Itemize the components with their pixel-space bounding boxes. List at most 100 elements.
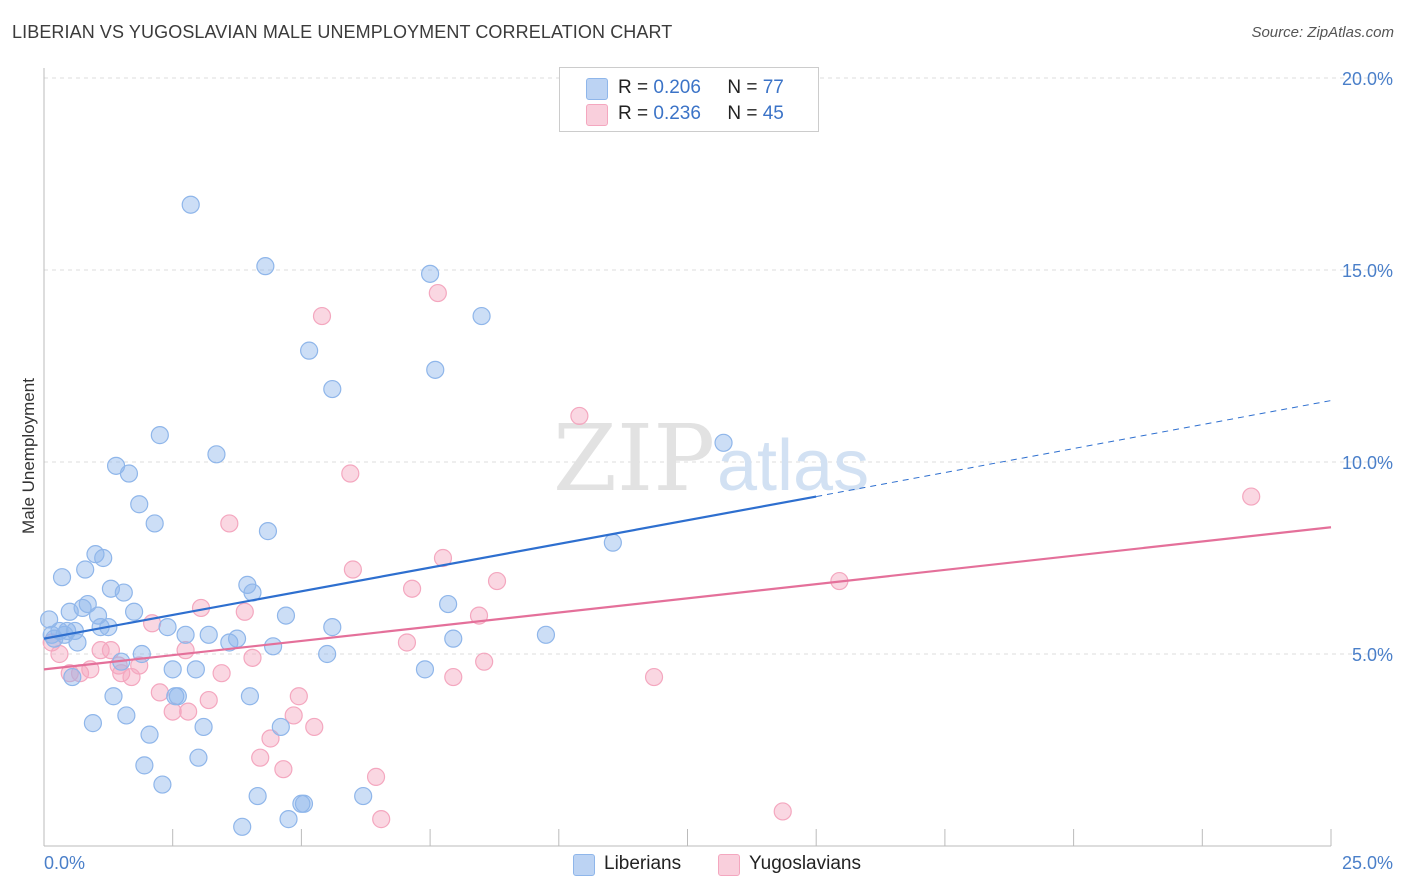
x-tick-label-0: 0.0% [44, 853, 85, 873]
liberian-point-0 [40, 610, 59, 629]
liberian-point-72 [536, 625, 556, 644]
liberian-point-42 [189, 748, 208, 767]
yugoslavian-point-25 [284, 706, 303, 725]
yugoslavian-point-19 [220, 514, 239, 533]
yugoslavians-n-value: 45 [762, 103, 784, 124]
liberian-point-27 [124, 602, 144, 621]
yugoslavian-point-17 [199, 690, 218, 710]
liberian-point-64 [323, 379, 342, 399]
yugoslavians-trend-line [43, 526, 1332, 671]
yugoslavian-point-45 [1242, 487, 1261, 506]
liberian-point-73 [603, 533, 622, 552]
yugoslavian-point-35 [428, 283, 447, 303]
liberian-point-24 [114, 583, 133, 602]
liberian-point-21 [104, 687, 123, 706]
yugoslavian-point-32 [372, 810, 391, 829]
y-axis-label: Male Unemployment [19, 378, 38, 534]
yugoslavian-point-36 [433, 548, 453, 568]
yugoslavian-point-18 [212, 664, 231, 683]
liberian-point-25 [117, 706, 136, 725]
liberian-point-40 [181, 195, 200, 214]
liberian-point-12 [76, 560, 95, 579]
yugoslavian-point-13 [163, 702, 182, 721]
yugoslavian-point-37 [444, 667, 463, 687]
chart-title: LIBERIAN VS YUGOSLAVIAN MALE UNEMPLOYMEN… [12, 22, 673, 42]
liberian-point-45 [207, 445, 226, 464]
liberian-point-33 [150, 426, 169, 445]
yugoslavian-point-15 [179, 702, 198, 721]
yugoslavian-point-21 [243, 648, 262, 667]
liberian-point-66 [415, 660, 435, 679]
liberians-points [40, 195, 733, 836]
liberian-point-8 [63, 667, 82, 687]
yugoslavian-point-12 [150, 683, 169, 702]
liberian-point-62 [318, 644, 337, 664]
yugoslavians-points [42, 283, 1261, 829]
x-tick-label-1: 25.0% [1342, 853, 1393, 873]
liberians-n-label: N = [727, 77, 758, 98]
liberian-point-31 [140, 725, 159, 744]
liberian-point-67 [421, 264, 440, 283]
liberian-point-30 [135, 756, 154, 775]
yugoslavian-point-23 [261, 729, 280, 748]
liberian-point-47 [227, 629, 247, 648]
yugoslavian-point-28 [312, 306, 332, 326]
yugoslavian-point-31 [366, 767, 386, 786]
liberian-point-69 [439, 594, 458, 614]
liberian-point-58 [279, 810, 298, 829]
liberian-point-35 [158, 618, 177, 637]
liberian-point-55 [263, 637, 283, 656]
yugoslavian-point-42 [644, 667, 664, 687]
liberians-n-value: 77 [762, 77, 784, 98]
yugoslavian-point-34 [402, 579, 422, 598]
y-tick-labels: 5.0% 10.0% 15.0% 20.0% [1342, 69, 1393, 665]
liberians-swatch [586, 78, 608, 100]
liberian-point-39 [176, 625, 195, 644]
liberian-point-34 [153, 775, 172, 794]
yugoslavian-point-20 [235, 602, 254, 621]
liberian-point-43 [194, 717, 213, 737]
bottom-yugoslavians-swatch [718, 854, 740, 876]
liberian-point-63 [323, 618, 342, 637]
liberian-point-52 [248, 786, 267, 806]
yugoslavian-point-10 [130, 656, 149, 675]
yugoslavian-point-26 [289, 687, 308, 706]
liberians-trend-line [43, 495, 817, 640]
y-tick-label-3: 20.0% [1342, 69, 1393, 89]
liberian-point-28 [130, 495, 149, 514]
y-tick-label-2: 15.0% [1342, 261, 1393, 281]
liberian-point-71 [472, 306, 491, 326]
correlation-legend: R = 0.206 N = 77 R = 0.236 N = 45 [559, 67, 819, 132]
liberian-point-61 [300, 341, 319, 360]
yugoslavian-point-30 [343, 560, 362, 579]
bottom-yugoslavians-label: Yugoslavians [749, 853, 861, 874]
yugoslavians-swatch [586, 104, 608, 126]
liberian-point-54 [258, 522, 278, 541]
yugoslavians-r-label: R = [618, 103, 649, 124]
yugoslavian-point-33 [397, 633, 417, 652]
liberian-point-32 [145, 514, 164, 533]
yugoslavian-point-29 [341, 464, 360, 483]
liberian-point-14 [83, 714, 103, 733]
yugoslavians-r-value: 0.236 [653, 103, 701, 124]
liberian-point-53 [256, 257, 275, 276]
liberian-point-44 [199, 625, 218, 644]
liberian-point-10 [68, 633, 87, 652]
liberian-point-48 [233, 817, 252, 836]
x-tick-labels: 0.0% 25.0% [44, 853, 1393, 873]
watermark-zip: ZIP [553, 405, 715, 512]
liberian-point-70 [444, 629, 463, 648]
liberian-point-65 [354, 786, 373, 806]
liberian-point-60 [294, 794, 314, 813]
source-label: Source: ZipAtlas.com [1251, 24, 1394, 41]
watermark-atlas: atlas [717, 426, 869, 506]
yugoslavian-point-6 [101, 641, 121, 660]
y-tick-label-1: 10.0% [1342, 453, 1393, 473]
yugoslavian-point-1 [50, 644, 69, 664]
liberian-point-41 [186, 660, 205, 679]
yugoslavian-point-5 [91, 641, 110, 660]
yugoslavian-point-39 [475, 652, 494, 671]
grid-lines [44, 77, 1394, 655]
yugoslavian-point-27 [305, 717, 324, 737]
liberian-point-50 [240, 687, 260, 706]
